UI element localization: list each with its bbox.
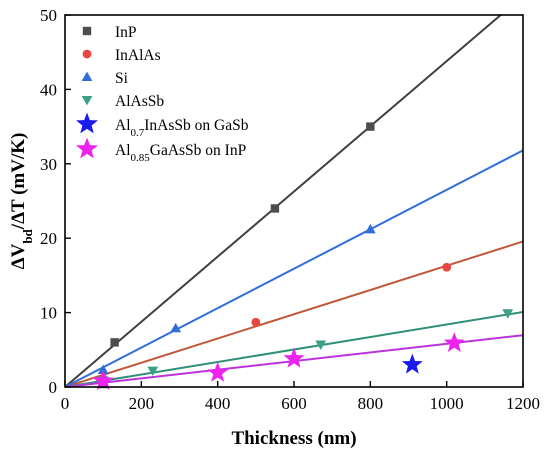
point-inalas xyxy=(251,317,261,327)
x-axis-ticks: 0 200 400 600 800 1000 1200 xyxy=(61,381,540,413)
point-alassb xyxy=(315,340,327,350)
legend-marker-inp xyxy=(82,26,92,36)
point-si xyxy=(170,322,182,333)
legend-marker-al0-85gaassb-on-inp xyxy=(76,137,98,159)
legend-label-inp: InP xyxy=(115,24,137,41)
x-axis-title: Thickness (nm) xyxy=(231,428,356,449)
point-alassb xyxy=(502,309,514,319)
point-inp xyxy=(270,204,280,213)
y-tick-label: 10 xyxy=(40,304,57,323)
point-inp xyxy=(366,122,375,131)
x-tick-label: 1000 xyxy=(430,394,464,413)
legend-marker-inalas xyxy=(82,49,92,59)
point-alassb xyxy=(147,366,159,377)
y-tick-label: 30 xyxy=(40,155,57,174)
point-al0-7inassb-on-gasb xyxy=(401,353,423,374)
y-tick-label: 0 xyxy=(49,378,58,397)
y-tick-label: 20 xyxy=(40,229,57,248)
data-markers xyxy=(92,122,514,390)
legend: InP InAlAs Si AlAsSb Al0.7InAsSb on GaSb Al0.… xyxy=(76,24,249,164)
legend-marker-alassb xyxy=(81,95,93,106)
legend-label-alassb: AlAsSb xyxy=(115,93,164,110)
point-si xyxy=(97,364,109,374)
legend-label-si: Si xyxy=(115,70,129,87)
y-axis-title: ΔVbd/ΔT (mV/K) xyxy=(8,133,35,270)
point-al0-85gaassb-on-inp xyxy=(283,347,305,368)
point-al0-85gaassb-on-inp xyxy=(443,332,465,352)
plot-background xyxy=(65,15,523,387)
legend-label-inalas: InAlAs xyxy=(115,47,161,64)
fit-line-si xyxy=(65,149,523,387)
y-tick-label: 50 xyxy=(40,6,57,25)
x-tick-label: 800 xyxy=(358,394,384,413)
legend-marker-si xyxy=(81,71,93,82)
legend-marker-al0-7inassb-on-gasb xyxy=(76,112,98,134)
x-tick-label: 0 xyxy=(61,394,70,413)
x-tick-label: 200 xyxy=(129,394,155,413)
point-al0-85gaassb-on-inp xyxy=(92,370,114,390)
y-axis-ticks: 0 10 20 30 40 50 xyxy=(40,6,71,397)
point-al0-85gaassb-on-inp xyxy=(207,361,229,382)
legend-label-al0-7inassb-on-gasb: Al0.7InAsSb on GaSb xyxy=(115,117,249,139)
point-inalas xyxy=(442,262,452,272)
point-inp xyxy=(110,338,119,347)
legend-label-al0-85gaassb-on-inp: Al0.85GaAsSb on InP xyxy=(115,142,246,164)
point-si xyxy=(364,223,376,234)
x-tick-label: 600 xyxy=(281,394,307,413)
fit-line-inp xyxy=(65,15,503,387)
x-tick-label: 1200 xyxy=(506,394,540,413)
y-tick-label: 40 xyxy=(40,80,57,99)
x-tick-label: 400 xyxy=(205,394,231,413)
